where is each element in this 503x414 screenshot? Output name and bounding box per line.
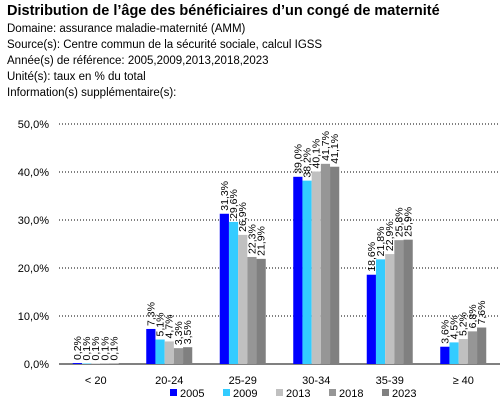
bar (164, 341, 174, 364)
bar (302, 180, 312, 364)
page-title: Distribution de l’âge des bénéficiaires … (7, 3, 440, 19)
meta-years: Année(s) de référence: 2005,2009,2013,20… (7, 55, 269, 67)
y-tick-label: 10,0% (18, 311, 49, 323)
legend-label: 2023 (392, 388, 416, 400)
bar (394, 240, 404, 364)
data-label: 25,9% (403, 207, 415, 237)
x-tick-label: < 20 (85, 375, 107, 387)
legend-swatch (329, 389, 336, 396)
data-label: 7,6% (476, 301, 488, 325)
data-label: 0,1% (90, 337, 102, 361)
data-label: 4,7% (164, 315, 176, 339)
bar (311, 171, 321, 364)
data-label: 38,2% (302, 148, 314, 178)
meta-source: Source(s): Centre commun de la sécurité … (7, 39, 323, 51)
data-label: 5,1% (155, 313, 167, 337)
data-label: 40,1% (311, 139, 323, 169)
data-label: 29,6% (228, 189, 240, 219)
data-label: 3,5% (182, 320, 194, 344)
bar (155, 339, 165, 364)
data-label: 31,3% (219, 181, 231, 211)
data-label: 26,9% (237, 202, 249, 232)
bar (467, 331, 478, 364)
bar (238, 234, 248, 364)
data-label: 3,6% (439, 320, 451, 344)
legend-swatch (223, 389, 230, 396)
legend-swatch (276, 389, 283, 396)
bar (458, 339, 468, 364)
bar (449, 342, 459, 364)
data-label: 0,1% (99, 337, 111, 361)
y-tick-label: 0,0% (24, 359, 49, 371)
data-label: 6,8% (467, 304, 479, 328)
bar (72, 363, 82, 364)
bar (366, 274, 376, 364)
data-label: 4,5% (449, 315, 461, 339)
meta-unit: Unité(s): taux en % du total (7, 71, 146, 83)
data-label: 0,1% (109, 337, 121, 361)
data-label: 41,1% (329, 134, 341, 164)
data-label: 7,3% (145, 302, 157, 326)
y-tick-label: 20,0% (18, 263, 49, 275)
bar (330, 166, 340, 364)
bar (146, 328, 156, 364)
legend-swatch (170, 389, 177, 396)
y-tick-label: 30,0% (18, 215, 49, 227)
bar (247, 256, 257, 364)
legend-label: 2005 (180, 388, 204, 400)
bar (256, 258, 266, 364)
data-label: 25,8% (393, 207, 405, 237)
legend-swatch (382, 389, 389, 396)
data-label: 0,1% (81, 337, 93, 361)
data-label: 5,2% (458, 312, 470, 336)
data-label: 39,0% (292, 144, 304, 174)
legend-label: 2013 (286, 388, 310, 400)
x-tick-label: 25-29 (229, 375, 257, 387)
data-label: 21,9% (256, 226, 268, 256)
y-tick-label: 40,0% (18, 167, 49, 179)
data-label: 21,8% (375, 227, 387, 257)
bar (173, 348, 184, 364)
bar (477, 327, 487, 364)
bar (219, 213, 229, 364)
bar (403, 239, 413, 364)
data-label: 22,3% (246, 224, 258, 254)
bar (320, 163, 331, 364)
bar (293, 176, 303, 364)
x-tick-label: 20-24 (155, 375, 183, 387)
data-label: 22,9% (384, 221, 396, 251)
data-label: 3,3% (173, 321, 185, 345)
x-tick-label: ≥ 40 (453, 375, 474, 387)
meta-domain: Domaine: assurance maladie-maternité (AM… (7, 23, 246, 35)
legend-label: 2009 (233, 388, 257, 400)
y-tick-label: 50,0% (18, 119, 49, 131)
bar (228, 221, 239, 364)
bar (440, 346, 450, 364)
data-label: 0,2% (72, 336, 84, 360)
legend-label: 2018 (339, 388, 363, 400)
meta-info: Information(s) supplémentaire(s): (7, 87, 177, 99)
data-label: 18,6% (366, 242, 378, 272)
x-tick-label: 30-34 (302, 375, 330, 387)
bar (183, 347, 193, 364)
x-tick-label: 35-39 (376, 375, 404, 387)
data-label: 41,7% (320, 131, 332, 161)
bar (375, 259, 386, 364)
bar (385, 254, 395, 364)
